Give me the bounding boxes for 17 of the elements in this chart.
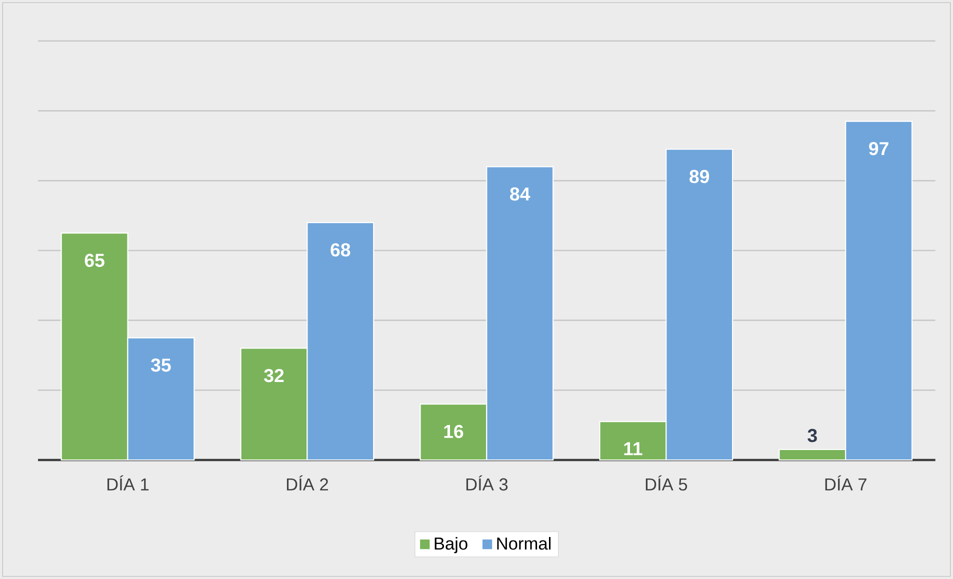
- data-label: 3: [808, 428, 817, 442]
- data-label: 89: [690, 170, 710, 184]
- data-label: 16: [444, 424, 464, 438]
- x-tick-label: DÍA 7: [825, 475, 866, 490]
- data-label: 84: [510, 187, 530, 201]
- legend-label: Normal: [497, 536, 551, 550]
- x-tick-label: DÍA 5: [646, 475, 688, 491]
- legend-label: Bajo: [434, 536, 468, 554]
- data-label: 68: [330, 243, 350, 256]
- x-tick-label: DÍA 3: [466, 475, 508, 491]
- data-label: 11: [624, 442, 642, 456]
- data-label: 35: [150, 358, 171, 372]
- x-tick-label: DÍA 2: [286, 475, 328, 490]
- x-tick-label: DÍA 1: [107, 475, 149, 490]
- data-label: 65: [84, 254, 104, 267]
- data-label: 97: [869, 142, 888, 156]
- data-label: 32: [264, 368, 284, 382]
